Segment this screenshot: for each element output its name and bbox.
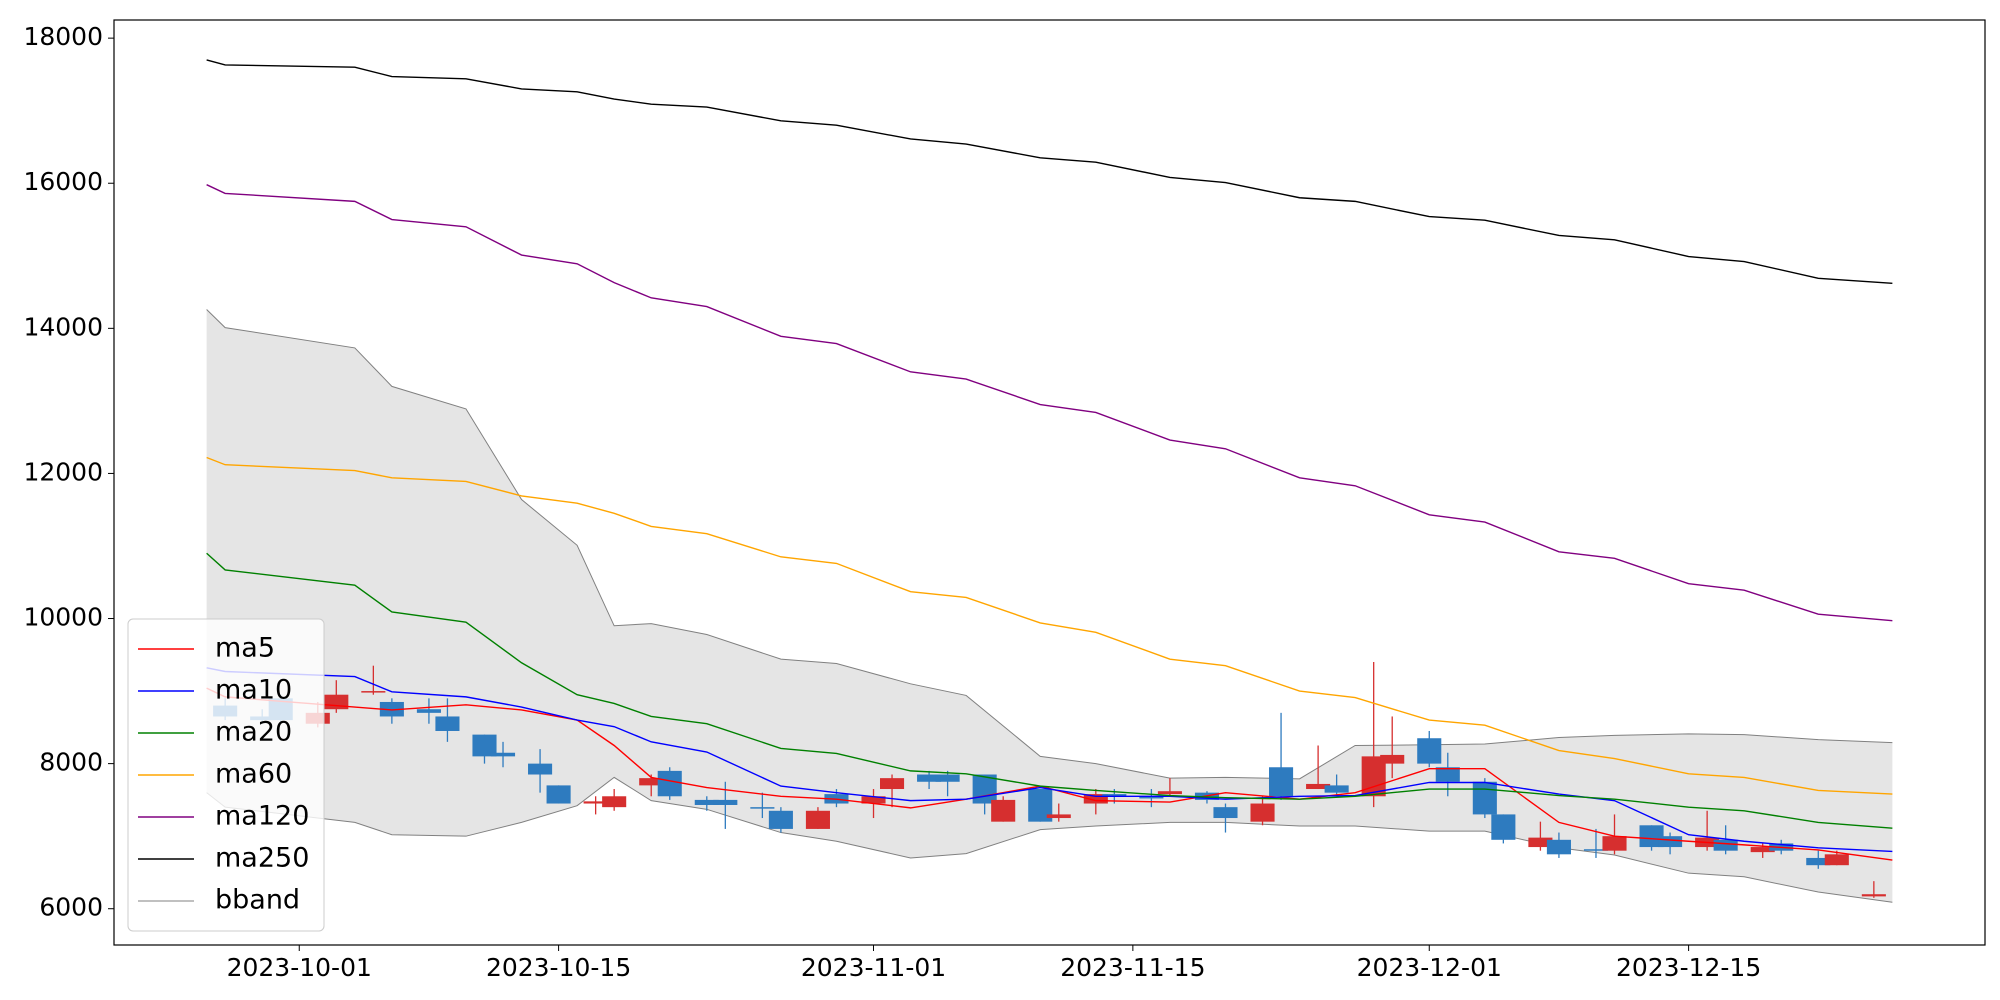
legend-label: ma250 [215,843,309,874]
candle-body [1435,767,1460,782]
candle-body [1546,839,1571,855]
candle-body [805,810,830,829]
candle-body [694,799,719,805]
ma-line [206,59,1893,285]
legend-label: ma120 [215,801,309,832]
x-tick-label: 2023-12-01 [1357,953,1502,982]
candle-body [602,796,627,808]
candle-body [546,785,571,804]
candle-body [1324,785,1349,793]
candle-body [1083,794,1108,804]
candle-body [1602,836,1627,851]
ma-line [206,184,1893,622]
legend: ma5 ma10 ma20 ma60 ma120 ma250 bband [127,618,325,932]
candle-body [1658,836,1683,848]
legend-label: ma20 [215,717,292,748]
legend-label: bband [215,885,300,916]
y-tick-label: 6000 [39,893,103,922]
ma-line [206,456,1893,795]
x-tick-label: 2023-10-01 [227,953,372,982]
candle-body [713,799,738,805]
candle-body [1861,894,1886,897]
y-tick-label: 18000 [23,22,103,51]
x-tick-label: 2023-11-01 [801,953,946,982]
bband-fill [206,309,1893,903]
candle-body [1806,857,1831,866]
candle-body [1306,783,1331,790]
legend-label: ma60 [215,759,292,790]
candle-body [1157,791,1182,795]
candle-body [583,801,608,804]
candle-body [1250,803,1275,822]
candle-body [917,774,942,782]
legend-label: ma10 [215,675,292,706]
candle-body [1417,738,1442,764]
ma-line [206,552,1893,829]
y-tick-label: 10000 [23,603,103,632]
x-tick-label: 2023-11-15 [1060,953,1205,982]
bband-lower [206,776,1893,903]
y-tick-label: 8000 [39,748,103,777]
candle-body [1528,837,1553,848]
y-tick-label: 14000 [23,312,103,341]
candle-body [1102,794,1127,797]
candle-body [490,752,516,757]
candle-body [1380,754,1405,764]
candle-body [1139,796,1164,799]
candle-body [750,807,775,809]
bband-upper [206,309,1893,780]
x-tick-label: 2023-10-15 [486,953,631,982]
candle-body [972,774,997,804]
candle-body [935,774,960,782]
candle-body [1583,849,1609,851]
candle-body [324,694,349,710]
candle-body [879,778,905,790]
candle-body [1046,814,1071,819]
candle-body [1750,847,1775,853]
candle-body [1213,807,1238,819]
legend-label: ma5 [215,633,275,664]
plot-area [206,59,1893,903]
candle-body [472,734,497,757]
plot-frame [113,19,1986,946]
candle-body [1639,825,1664,848]
candle-body [416,709,441,713]
y-tick-label: 12000 [23,457,103,486]
candle-body [1472,781,1497,815]
x-tick-label: 2023-12-15 [1616,953,1761,982]
legend-box [127,618,325,932]
candle-body [361,691,386,693]
candle-body [528,763,553,775]
candle-body [768,810,793,829]
candle-body [1713,839,1738,851]
candle-body [657,770,682,797]
candle-body [861,796,886,804]
candle-body [1491,814,1516,840]
y-tick-label: 16000 [23,167,103,196]
candle-body [991,799,1016,822]
candle-body [435,716,460,731]
candle-body [1269,767,1294,797]
candle-body [379,701,404,717]
candle-body [639,778,664,786]
ma-line [206,687,1893,861]
candle-body [1824,854,1849,866]
